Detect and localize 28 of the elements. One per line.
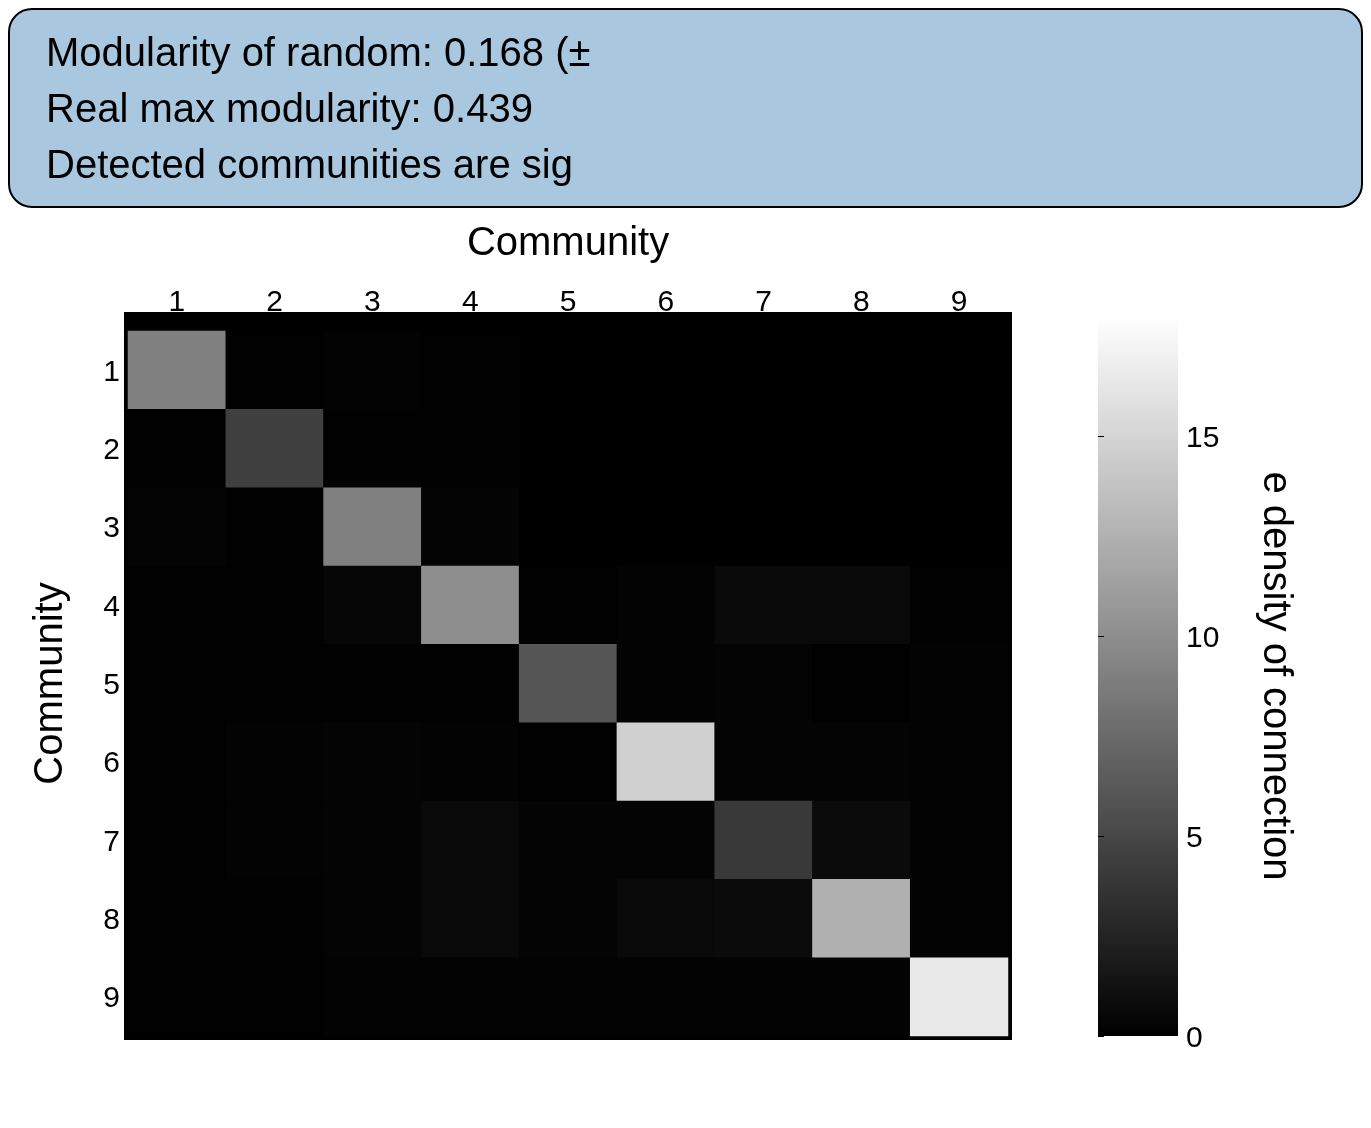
text: Detected communities are sig <box>46 141 574 188</box>
x-tick-label: 8 <box>852 283 870 317</box>
x-tick-label: 6 <box>657 283 675 317</box>
y-tick-label: 9 <box>103 980 120 1014</box>
x-tick-label: 4 <box>461 283 479 317</box>
color-bar-label: 5 <box>1186 819 1203 853</box>
x-tick-label: 2 <box>266 283 284 317</box>
x-tick-label: 3 <box>364 283 381 317</box>
x-tick-label: 7 <box>755 283 772 317</box>
text: Real max modularity: 0.439 <box>46 85 534 132</box>
color-bar-label: 10 <box>1186 619 1220 653</box>
x-tick-label: 9 <box>950 283 968 317</box>
color-bar-title: e density of connection <box>1256 471 1300 881</box>
color-bar-label: 15 <box>1186 419 1220 453</box>
x-axis-title: Community <box>466 219 670 263</box>
y-tick-label: 7 <box>103 823 120 857</box>
y-axis-title: Community <box>26 582 70 785</box>
y-tick-label: 5 <box>103 667 120 700</box>
y-tick-label: 6 <box>103 745 120 779</box>
y-tick-label: 8 <box>103 902 120 935</box>
y-tick-label: 4 <box>103 588 120 622</box>
x-tick-label: 5 <box>559 283 577 317</box>
text: Modularity of random: 0.168 (± <box>46 29 592 76</box>
y-tick-label: 3 <box>103 510 120 544</box>
y-tick-label: 2 <box>103 432 120 465</box>
x-tick-label: 1 <box>168 283 186 317</box>
color-bar-label: 0 <box>1186 1019 1203 1053</box>
y-tick-label: 1 <box>103 353 120 387</box>
